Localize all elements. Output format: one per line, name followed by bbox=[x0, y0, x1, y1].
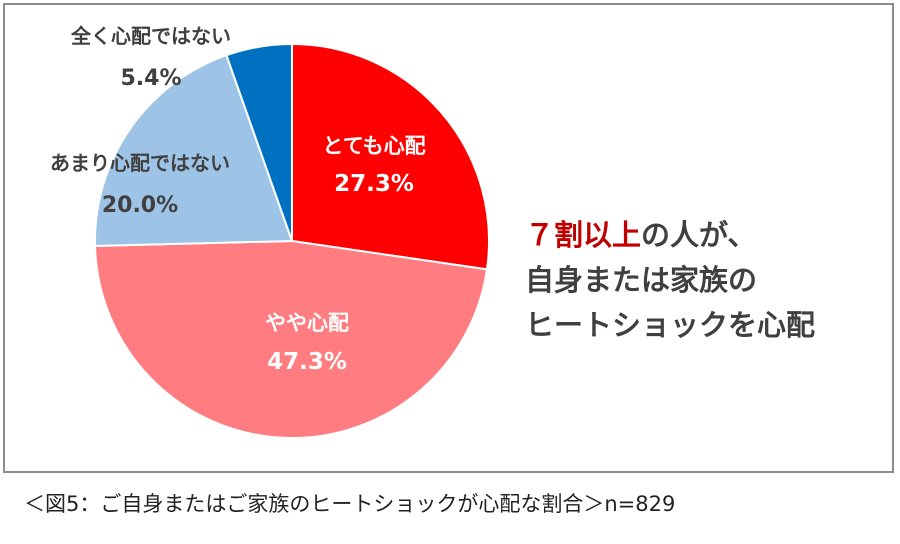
slice-label-3: 全く心配ではない bbox=[70, 24, 231, 48]
pie-chart: とても心配 27.3% やや心配 47.3% あまり心配ではない 20.0% 全く心配ではな… bbox=[50, 24, 490, 439]
callout-line-1: ７割以上の人が、 bbox=[525, 213, 815, 258]
slice-label-2: あまり心配ではない bbox=[50, 151, 230, 175]
pie-slice-0 bbox=[291, 42, 490, 271]
slice-label-0: とても心配 bbox=[322, 134, 425, 158]
slice-value-0: 27.3% bbox=[334, 171, 414, 197]
callout-line-2: 自身または家族の bbox=[525, 263, 758, 297]
slice-label-1: やや心配 bbox=[265, 311, 349, 335]
pie-slice-3 bbox=[225, 42, 293, 242]
callout-line-1-rest: の人が、 bbox=[641, 218, 757, 252]
chart-frame: とても心配 27.3% やや心配 47.3% あまり心配ではない 20.0% 全く心配ではな… bbox=[3, 3, 894, 473]
figure-caption: ＜図5：ご自身またはご家族のヒートショックが心配な割合＞n=829 bbox=[24, 492, 676, 516]
slice-value-1: 47.3% bbox=[267, 349, 347, 375]
callout-highlight: ７割以上 bbox=[525, 218, 642, 252]
slice-value-2: 20.0% bbox=[102, 193, 178, 218]
callout-text: ７割以上の人が、 自身または家族の ヒートショックを心配 bbox=[525, 213, 815, 348]
pie-slice-1 bbox=[94, 239, 489, 439]
slice-value-3: 5.4% bbox=[120, 66, 181, 91]
callout-line-3: ヒートショックを心配 bbox=[525, 308, 816, 342]
